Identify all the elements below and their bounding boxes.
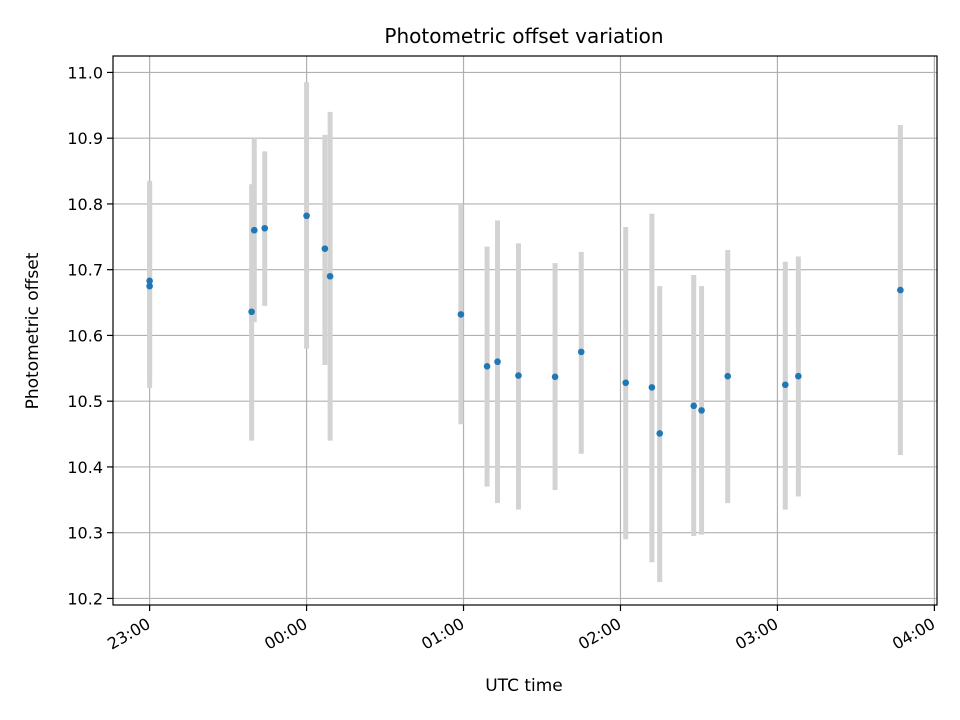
data-point [326,272,334,280]
data-point [494,358,501,366]
y-axis-label: Photometric offset [23,252,43,409]
y-tick-label: 10.6 [67,326,103,345]
data-point [724,372,732,380]
y-axis-ticks: 10.2 10.3 10.4 10.5 10.6 10.7 10.8 10.9 11.0 [67,63,113,608]
y-tick-label: 10.7 [67,261,103,280]
data-point [248,308,255,316]
x-axis-label: UTC time [485,676,563,696]
y-tick-label: 10.8 [67,195,103,214]
y-tick-label: 10.3 [67,524,103,543]
y-tick-label: 11.0 [67,63,103,82]
data-point [577,348,585,356]
data-point [515,372,522,379]
data-point [303,212,310,220]
chart-title: Photometric offset variation [384,24,663,48]
y-tick-label: 10.2 [67,589,103,608]
data-point [795,372,802,380]
data-points [146,212,904,437]
plot-frame [112,55,938,606]
data-point [698,407,705,414]
data-point [781,381,789,389]
data-point [250,226,258,234]
data-point [648,384,656,391]
data-point [483,363,491,370]
data-point [690,402,698,410]
y-tick-label: 10.5 [67,392,103,411]
data-point [622,379,630,387]
data-point [146,282,153,290]
data-point [146,277,153,285]
y-tick-label: 10.4 [67,458,103,477]
y-tick-label: 10.9 [67,129,103,148]
data-point [897,286,904,294]
data-point [321,245,329,252]
data-point [261,224,269,232]
data-point [551,373,559,381]
data-point [457,311,465,318]
data-point [656,430,664,437]
